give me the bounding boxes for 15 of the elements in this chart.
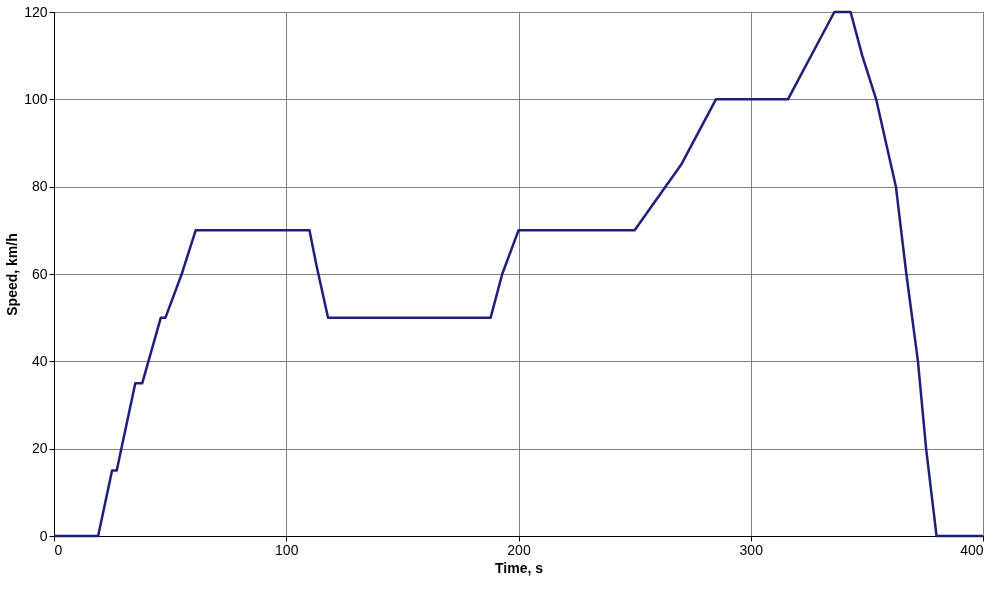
x-tick-label: 300	[739, 541, 764, 558]
x-tick-label: 100	[275, 541, 299, 558]
line-series	[52, 10, 985, 538]
y-tick-label: 120	[24, 3, 48, 20]
y-tick-label: 100	[24, 90, 48, 107]
y-tick-label: 0	[39, 527, 48, 544]
y-tick-label: 80	[31, 178, 48, 195]
x-tick-label: 200	[507, 541, 531, 558]
x-tick-label: 0	[54, 541, 63, 558]
x-tick-label: 400	[960, 541, 984, 558]
y-tick-label: 40	[31, 352, 48, 369]
y-tick-label: 60	[31, 265, 48, 282]
y-axis-title: Speed, km/h	[4, 233, 21, 316]
x-axis-title: Time, s	[495, 559, 544, 576]
y-tick-label: 20	[31, 440, 48, 457]
